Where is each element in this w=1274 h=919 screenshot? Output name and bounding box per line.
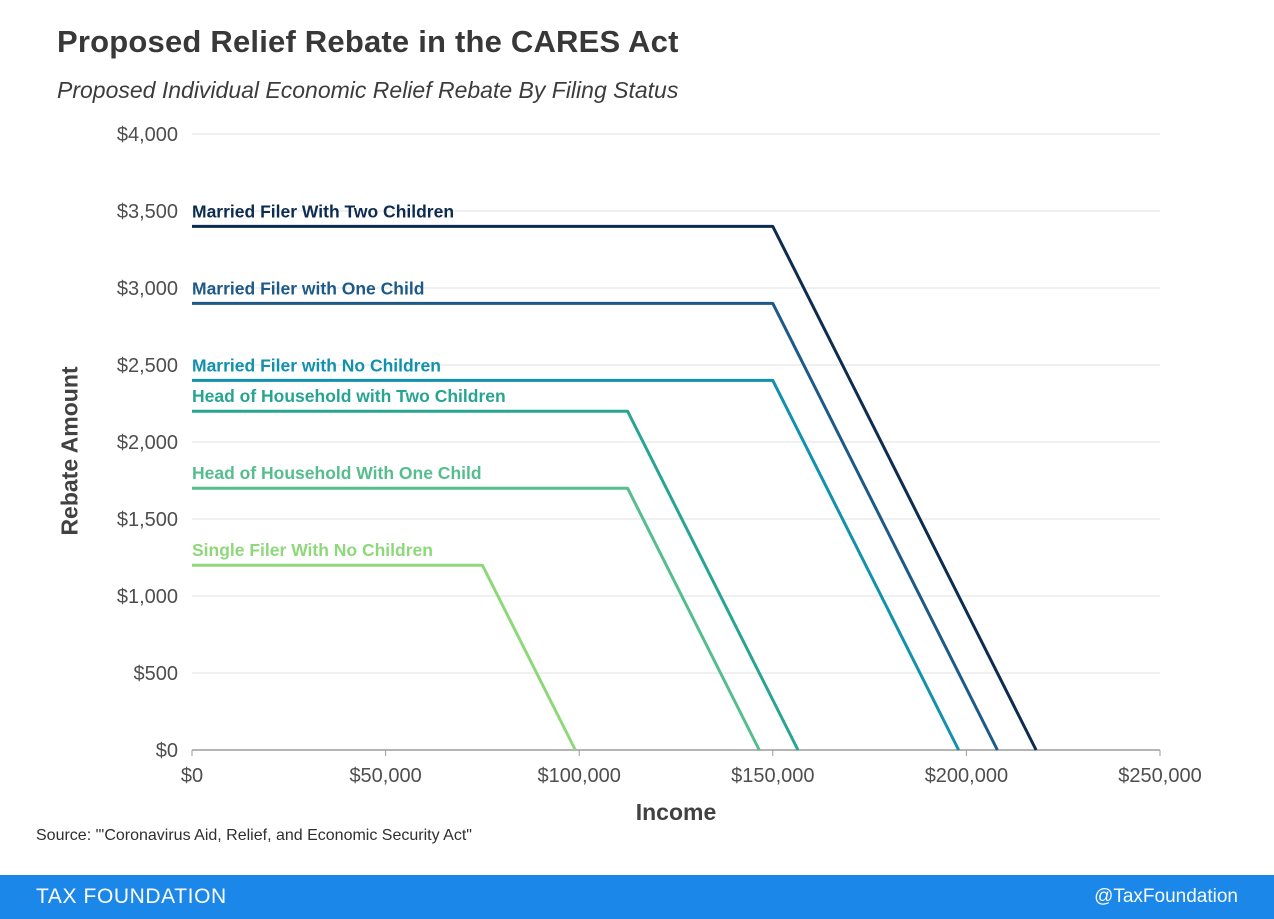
- series-line: [192, 409, 800, 751]
- series-label: Single Filer With No Children: [192, 540, 433, 560]
- series-line: [192, 224, 1038, 751]
- x-tick-label: $0: [181, 765, 203, 787]
- series-label: Head of Household with Two Children: [192, 386, 506, 406]
- series-label: Married Filer with One Child: [192, 278, 424, 298]
- series-label: Married Filer with No Children: [192, 355, 441, 375]
- y-tick-label: $4,000: [117, 124, 178, 146]
- series-label: Married Filer With Two Children: [192, 201, 454, 221]
- twitter-handle: @TaxFoundation: [1094, 886, 1238, 907]
- x-tick-label: $50,000: [349, 765, 421, 787]
- brand-name: TAX FOUNDATION: [36, 885, 227, 908]
- page-title: Proposed Relief Rebate in the CARES Act: [57, 24, 679, 59]
- series-line: [192, 563, 577, 751]
- page-subtitle: Proposed Individual Economic Relief Reba…: [57, 77, 679, 103]
- y-tick-label: $1,000: [117, 586, 178, 608]
- y-tick-label: $2,000: [117, 432, 178, 454]
- y-tick-label: $500: [134, 663, 179, 685]
- footer-bar: TAX FOUNDATION @TaxFoundation: [0, 875, 1274, 919]
- y-tick-label: $2,500: [117, 355, 178, 377]
- x-tick-label: $100,000: [537, 765, 620, 787]
- x-tick-label: $200,000: [925, 765, 1008, 787]
- series-line: [192, 378, 960, 751]
- source-note: Source: "'Coronavirus Aid, Relief, and E…: [36, 827, 472, 844]
- x-tick-label: $250,000: [1118, 765, 1201, 787]
- y-tick-label: $1,500: [117, 509, 178, 531]
- series-line: [192, 301, 999, 751]
- x-tick-label: $150,000: [731, 765, 814, 787]
- y-tick-label: $3,000: [117, 278, 178, 300]
- x-axis-label: Income: [635, 799, 717, 825]
- y-tick-label: $3,500: [117, 201, 178, 223]
- series-line: [192, 486, 761, 751]
- y-tick-label: $0: [156, 740, 178, 762]
- series-label: Head of Household With One Child: [192, 463, 482, 483]
